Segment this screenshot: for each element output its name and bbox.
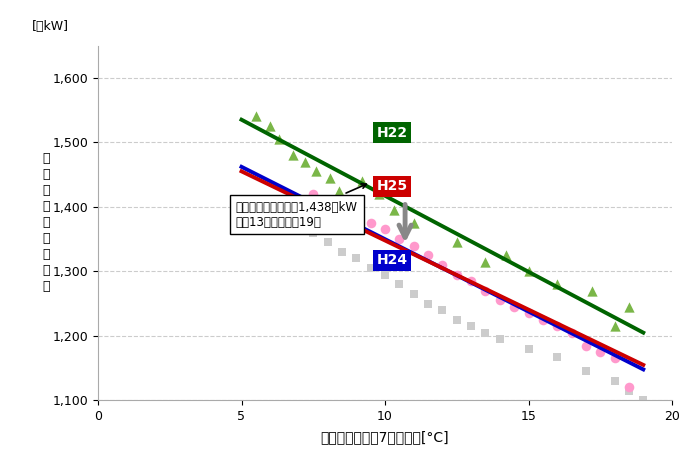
Point [356,177,368,185]
Point [437,306,448,313]
Point [624,387,635,394]
Point [408,242,419,249]
Point [379,226,391,233]
Text: H25: H25 [377,179,407,193]
Point [509,303,520,310]
Point [552,323,563,330]
Point [552,353,563,360]
Point [494,335,505,343]
Point [365,219,377,227]
Point [365,264,377,272]
Point [609,355,620,362]
Point [523,310,534,317]
Point [595,349,606,356]
Point [388,207,399,214]
Point [408,219,419,227]
Point [480,258,491,265]
Point [351,210,362,217]
Point [379,271,391,278]
Point [311,168,322,175]
Point [337,248,348,256]
Point [423,300,434,307]
Point [494,297,505,304]
Point [308,229,319,236]
Text: H22: H22 [377,126,407,140]
Point [393,281,405,288]
Point [265,122,276,130]
Text: H24: H24 [377,253,407,268]
Point [638,397,649,404]
Point [452,239,463,246]
Point [580,342,592,349]
Point [279,213,290,220]
Point [408,290,419,298]
Point [273,136,284,143]
Point [437,261,448,268]
Point [580,368,592,375]
Point [609,377,620,384]
Point [523,268,534,275]
Point [466,323,477,330]
Point [308,190,319,197]
Point [609,323,620,330]
Point [452,316,463,324]
Point [566,329,578,336]
Point [523,345,534,353]
Point [480,287,491,294]
Point [552,281,563,288]
Point [452,271,463,278]
Point [333,187,344,194]
Point [393,235,405,243]
Point [374,190,385,197]
Text: [万kW]: [万kW] [32,20,69,33]
Point [293,219,304,227]
Point [322,239,333,246]
Point [423,252,434,259]
Point [337,200,348,207]
Point [624,384,635,391]
Point [466,278,477,285]
Point [299,158,310,165]
Point [351,255,362,262]
Point [251,113,262,120]
Text: 最
大
電
力
（
発
電
端
）: 最 大 電 力 （ 発 電 端 ） [43,152,50,293]
Point [538,316,549,324]
Point [500,252,511,259]
Text: 今冬の時間最大電力1,438万kW
２月13日（木）　19時: 今冬の時間最大電力1,438万kW ２月13日（木） 19時 [236,184,366,228]
Point [480,329,491,336]
Point [586,287,597,294]
Point [325,174,336,182]
Point [288,152,299,159]
X-axis label: 最高気温（九州7県平均）[°C]: 最高気温（九州7県平均）[°C] [321,430,449,444]
Point [624,303,635,310]
